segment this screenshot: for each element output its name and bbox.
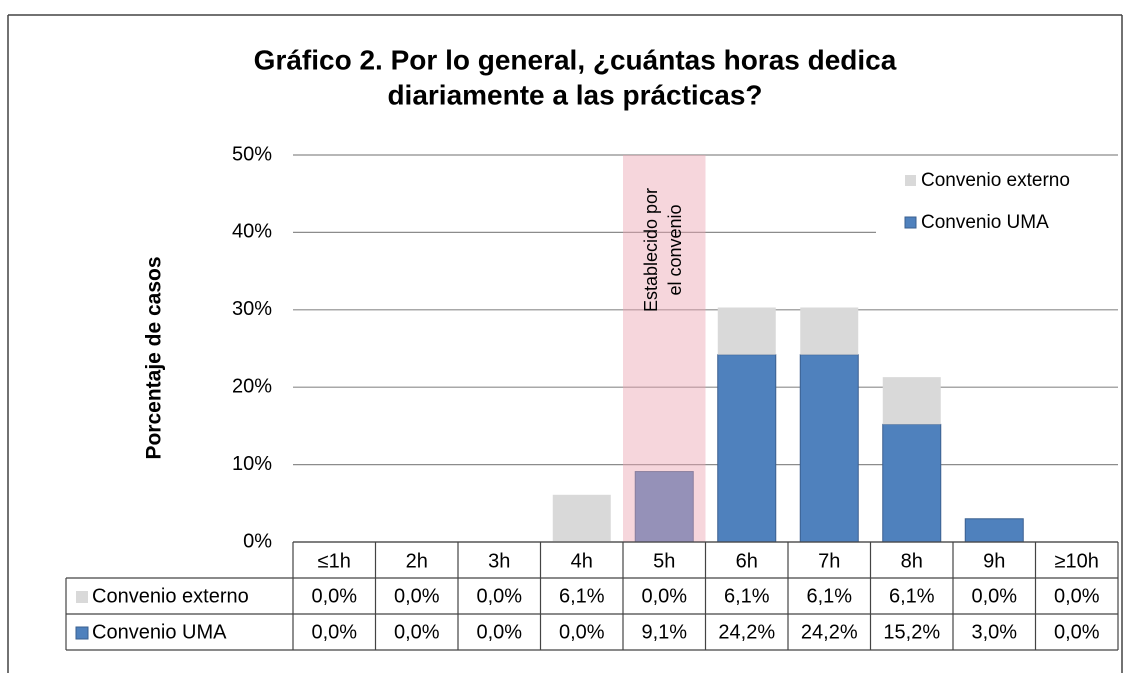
y-tick-label: 50% — [232, 143, 272, 165]
table-cell: 0,0% — [311, 621, 357, 643]
x-tick-label: 8h — [901, 550, 923, 572]
legend-swatch — [905, 175, 916, 186]
bar — [717, 307, 776, 355]
annotation: Establecido por — [641, 188, 661, 312]
table-cell: 0,0% — [559, 621, 605, 643]
table-cell: 24,2% — [718, 621, 775, 643]
bar — [717, 354, 777, 543]
annotation: el convenio — [665, 204, 685, 295]
x-tick-label: 9h — [983, 550, 1005, 572]
table-cell: 6,1% — [806, 585, 852, 607]
bar — [882, 377, 941, 425]
table-cell: 0,0% — [394, 585, 440, 607]
table-cell: 0,0% — [311, 585, 357, 607]
table-swatch — [75, 626, 89, 640]
table-cell: 0,0% — [1054, 621, 1100, 643]
bar — [634, 471, 694, 543]
table-cell: 24,2% — [801, 621, 858, 643]
table-swatch — [76, 591, 88, 603]
table-cell: 0,0% — [971, 585, 1017, 607]
table-cell: 0,0% — [476, 621, 522, 643]
y-tick-label: 20% — [232, 375, 272, 397]
x-tick-label: 3h — [488, 550, 510, 572]
table-cell: 15,2% — [883, 621, 940, 643]
row-label: Convenio UMA — [92, 621, 227, 643]
x-tick-label: 7h — [818, 550, 840, 572]
x-tick-label: 6h — [736, 550, 758, 572]
row-label: Convenio externo — [92, 585, 249, 607]
y-tick-label: 10% — [232, 453, 272, 475]
legend-label: Convenio UMA — [921, 212, 1049, 233]
table-cell: 0,0% — [1054, 585, 1100, 607]
bar — [882, 423, 942, 543]
y-tick-label: 0% — [243, 530, 272, 552]
y-axis-label: Porcentaje de casos — [143, 256, 166, 459]
legend-label: Convenio externo — [921, 170, 1070, 191]
chart-title: Gráfico 2. Por lo general, ¿cuántas hora… — [254, 44, 897, 75]
x-tick-label: 5h — [653, 550, 675, 572]
table-cell: 0,0% — [394, 621, 440, 643]
legend-swatch — [904, 216, 917, 229]
x-tick-label: 2h — [406, 550, 428, 572]
table-cell: 0,0% — [476, 585, 522, 607]
table-cell: 0,0% — [641, 585, 687, 607]
chart-title: diariamente a las prácticas? — [387, 79, 762, 110]
table-cell: 6,1% — [724, 585, 770, 607]
highlight-band — [623, 155, 706, 542]
x-tick-label: ≤1h — [318, 550, 351, 572]
y-tick-label: 30% — [232, 298, 272, 320]
bar — [552, 494, 611, 542]
x-tick-label: ≥10h — [1055, 550, 1099, 572]
bar — [799, 354, 859, 543]
table-cell: 6,1% — [559, 585, 605, 607]
bar — [800, 307, 859, 355]
x-tick-label: 4h — [571, 550, 593, 572]
bar — [964, 518, 1024, 543]
y-tick-label: 40% — [232, 221, 272, 243]
table-cell: 3,0% — [971, 621, 1017, 643]
table-cell: 6,1% — [889, 585, 935, 607]
table-cell: 9,1% — [641, 621, 687, 643]
